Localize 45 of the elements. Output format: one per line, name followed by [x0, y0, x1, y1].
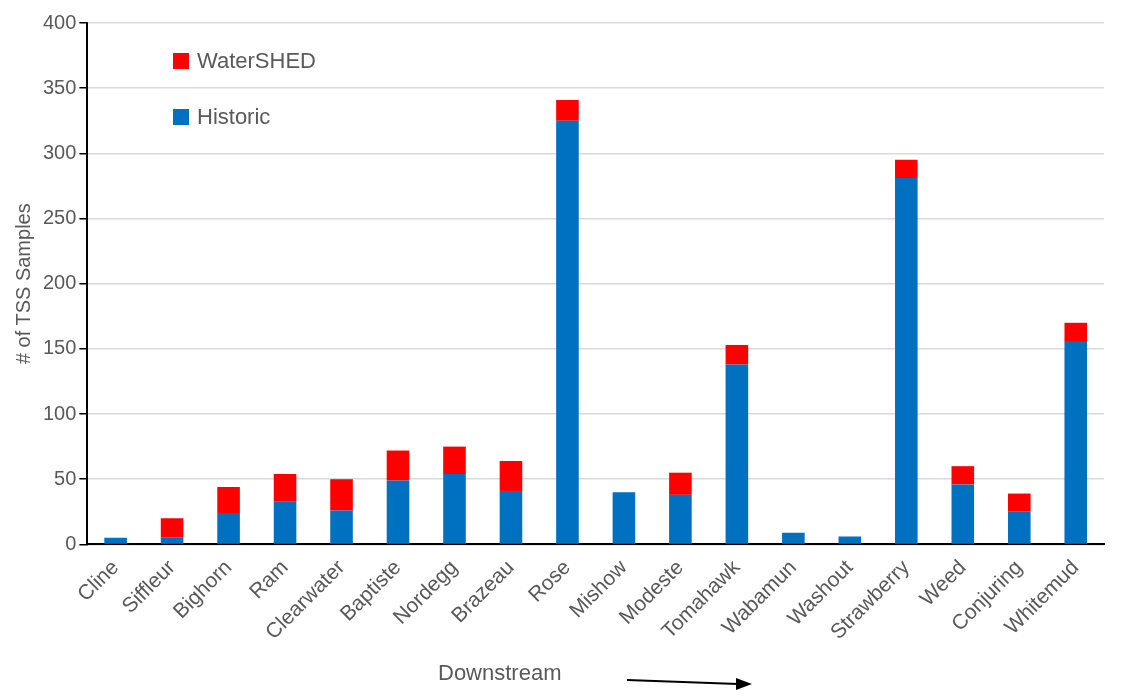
y-tick-label: 250: [42, 206, 77, 229]
bar: [725, 364, 749, 544]
y-tick-label: 150: [42, 336, 77, 359]
y-tick-label: 100: [42, 401, 77, 424]
bar: [443, 446, 466, 474]
bar: [669, 472, 692, 495]
y-tick-label: 350: [42, 75, 77, 98]
bar: [217, 513, 240, 544]
bar: [273, 474, 297, 502]
bar: [330, 479, 353, 511]
bar: [1064, 341, 1088, 544]
bar: [1064, 322, 1088, 342]
bar: [838, 536, 862, 544]
y-tick-label: 300: [42, 140, 77, 163]
bar: [556, 99, 579, 121]
bar: [1007, 511, 1031, 544]
bar: [160, 518, 184, 538]
bar: [443, 474, 466, 544]
bar: [217, 487, 240, 514]
bar: [160, 537, 184, 544]
bar: [951, 484, 975, 544]
bar: [895, 159, 918, 179]
bar: [386, 450, 410, 481]
bar: [782, 532, 805, 544]
bar: [725, 344, 749, 365]
y-tick-label: 0: [65, 531, 77, 554]
y-tick-label: 200: [42, 271, 77, 294]
bar: [386, 480, 410, 544]
bar: [895, 178, 918, 544]
bar: [499, 490, 523, 544]
x-axis-title: Downstream: [438, 660, 562, 686]
bar: [330, 510, 353, 544]
bar: [669, 494, 692, 544]
legend-label: Historic: [197, 104, 271, 130]
bar: [499, 460, 523, 491]
bar: [104, 537, 127, 544]
bar: [612, 492, 636, 544]
bar: [1007, 493, 1031, 512]
y-tick-label: 50: [54, 466, 77, 489]
y-axis-title: # of TSS Samples: [11, 203, 34, 365]
legend-label: WaterSHED: [197, 48, 316, 74]
y-tick-label: 400: [42, 10, 77, 33]
bar: [273, 501, 297, 544]
bar: [951, 466, 975, 485]
bar: [556, 120, 579, 544]
